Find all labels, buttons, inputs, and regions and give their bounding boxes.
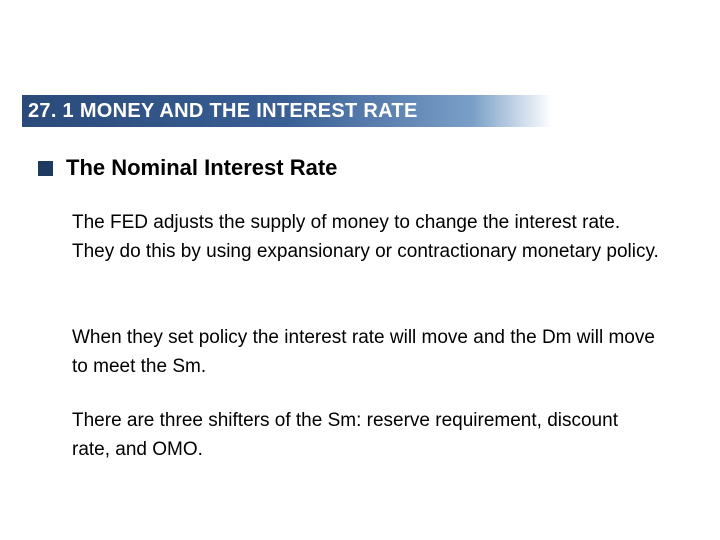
body-paragraph-1: The FED adjusts the supply of money to c… — [72, 208, 660, 285]
body-paragraph-3: There are three shifters of the Sm: rese… — [72, 406, 660, 483]
paragraph-text: When they set policy the interest rate w… — [72, 323, 660, 382]
slide: 27. 1 MONEY AND THE INTEREST RATE The No… — [0, 0, 720, 540]
subtitle-text: The Nominal Interest Rate — [66, 155, 337, 181]
subtitle-row: The Nominal Interest Rate — [38, 155, 337, 181]
square-bullet-icon — [38, 161, 53, 176]
section-header-title: 27. 1 MONEY AND THE INTEREST RATE — [28, 100, 418, 123]
body-paragraph-2: When they set policy the interest rate w… — [72, 323, 660, 400]
section-header-bar: 27. 1 MONEY AND THE INTEREST RATE — [22, 95, 552, 127]
paragraph-text: There are three shifters of the Sm: rese… — [72, 406, 660, 465]
paragraph-text: The FED adjusts the supply of money to c… — [72, 208, 660, 267]
